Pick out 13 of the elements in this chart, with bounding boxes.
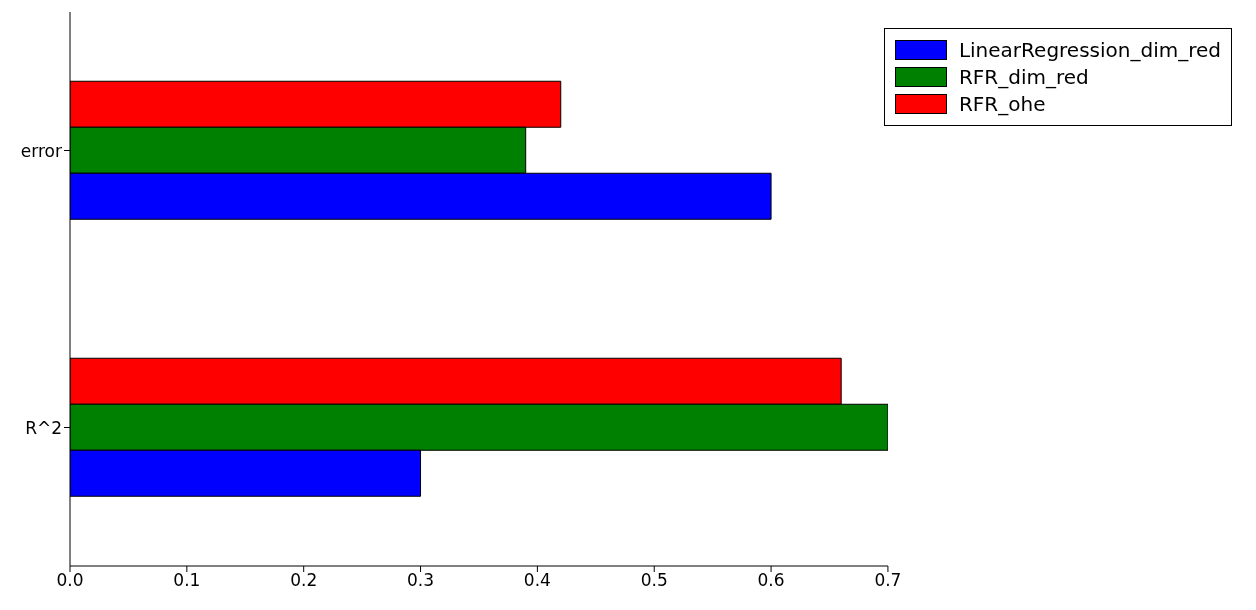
y-tick-label: R^2 xyxy=(25,417,62,438)
y-tick-label: error xyxy=(20,140,63,161)
x-tick-label: 0.1 xyxy=(173,570,201,591)
x-tick-label: 0.5 xyxy=(640,570,668,591)
legend-label: LinearRegression_dim_red xyxy=(958,38,1221,62)
x-tick-label: 0.6 xyxy=(757,570,785,591)
x-tick-label: 0.0 xyxy=(56,570,84,591)
legend-label: RFR_dim_red xyxy=(958,65,1089,89)
x-tick-label: 0.3 xyxy=(407,570,435,591)
legend-label: RFR_ohe xyxy=(958,92,1046,116)
x-tick-label: 0.4 xyxy=(523,570,551,591)
x-tick-label: 0.7 xyxy=(874,570,902,591)
x-tick-label: 0.2 xyxy=(290,570,318,591)
